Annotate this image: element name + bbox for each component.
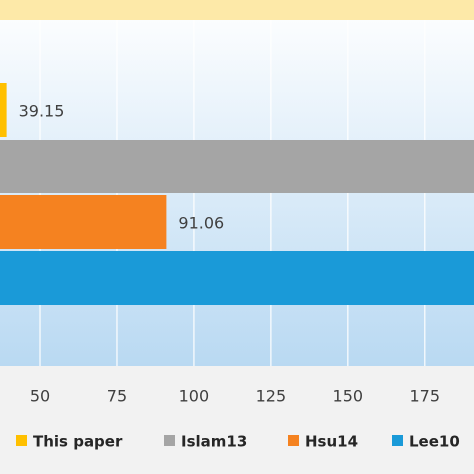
bar (0, 140, 474, 193)
x-tick-label: 75 (107, 387, 127, 406)
axis-legend: 50 75 100 125 150 175 This paper Islam13 Hsu14 Le… (16, 387, 460, 451)
legend-label: This paper (33, 433, 123, 451)
plot: 39.15 91.06 (0, 20, 474, 366)
data-label: 91.06 (178, 214, 224, 233)
legend-swatch (16, 435, 27, 446)
x-tick-label: 150 (333, 387, 364, 406)
legend-label: Islam13 (181, 433, 247, 451)
legend-label: Lee10 (409, 433, 460, 451)
bar (0, 251, 474, 305)
x-tick-label: 50 (30, 387, 50, 406)
legend-label: Hsu14 (305, 433, 358, 451)
legend-swatch (392, 435, 403, 446)
x-tick-label: 100 (179, 387, 210, 406)
data-label: 39.15 (19, 102, 65, 121)
x-tick-label: 125 (256, 387, 287, 406)
bar (0, 83, 7, 137)
x-tick-label: 175 (409, 387, 440, 406)
clipped-bar (0, 0, 474, 20)
legend-swatch (288, 435, 299, 446)
bar (0, 195, 167, 249)
legend-swatch (164, 435, 175, 446)
